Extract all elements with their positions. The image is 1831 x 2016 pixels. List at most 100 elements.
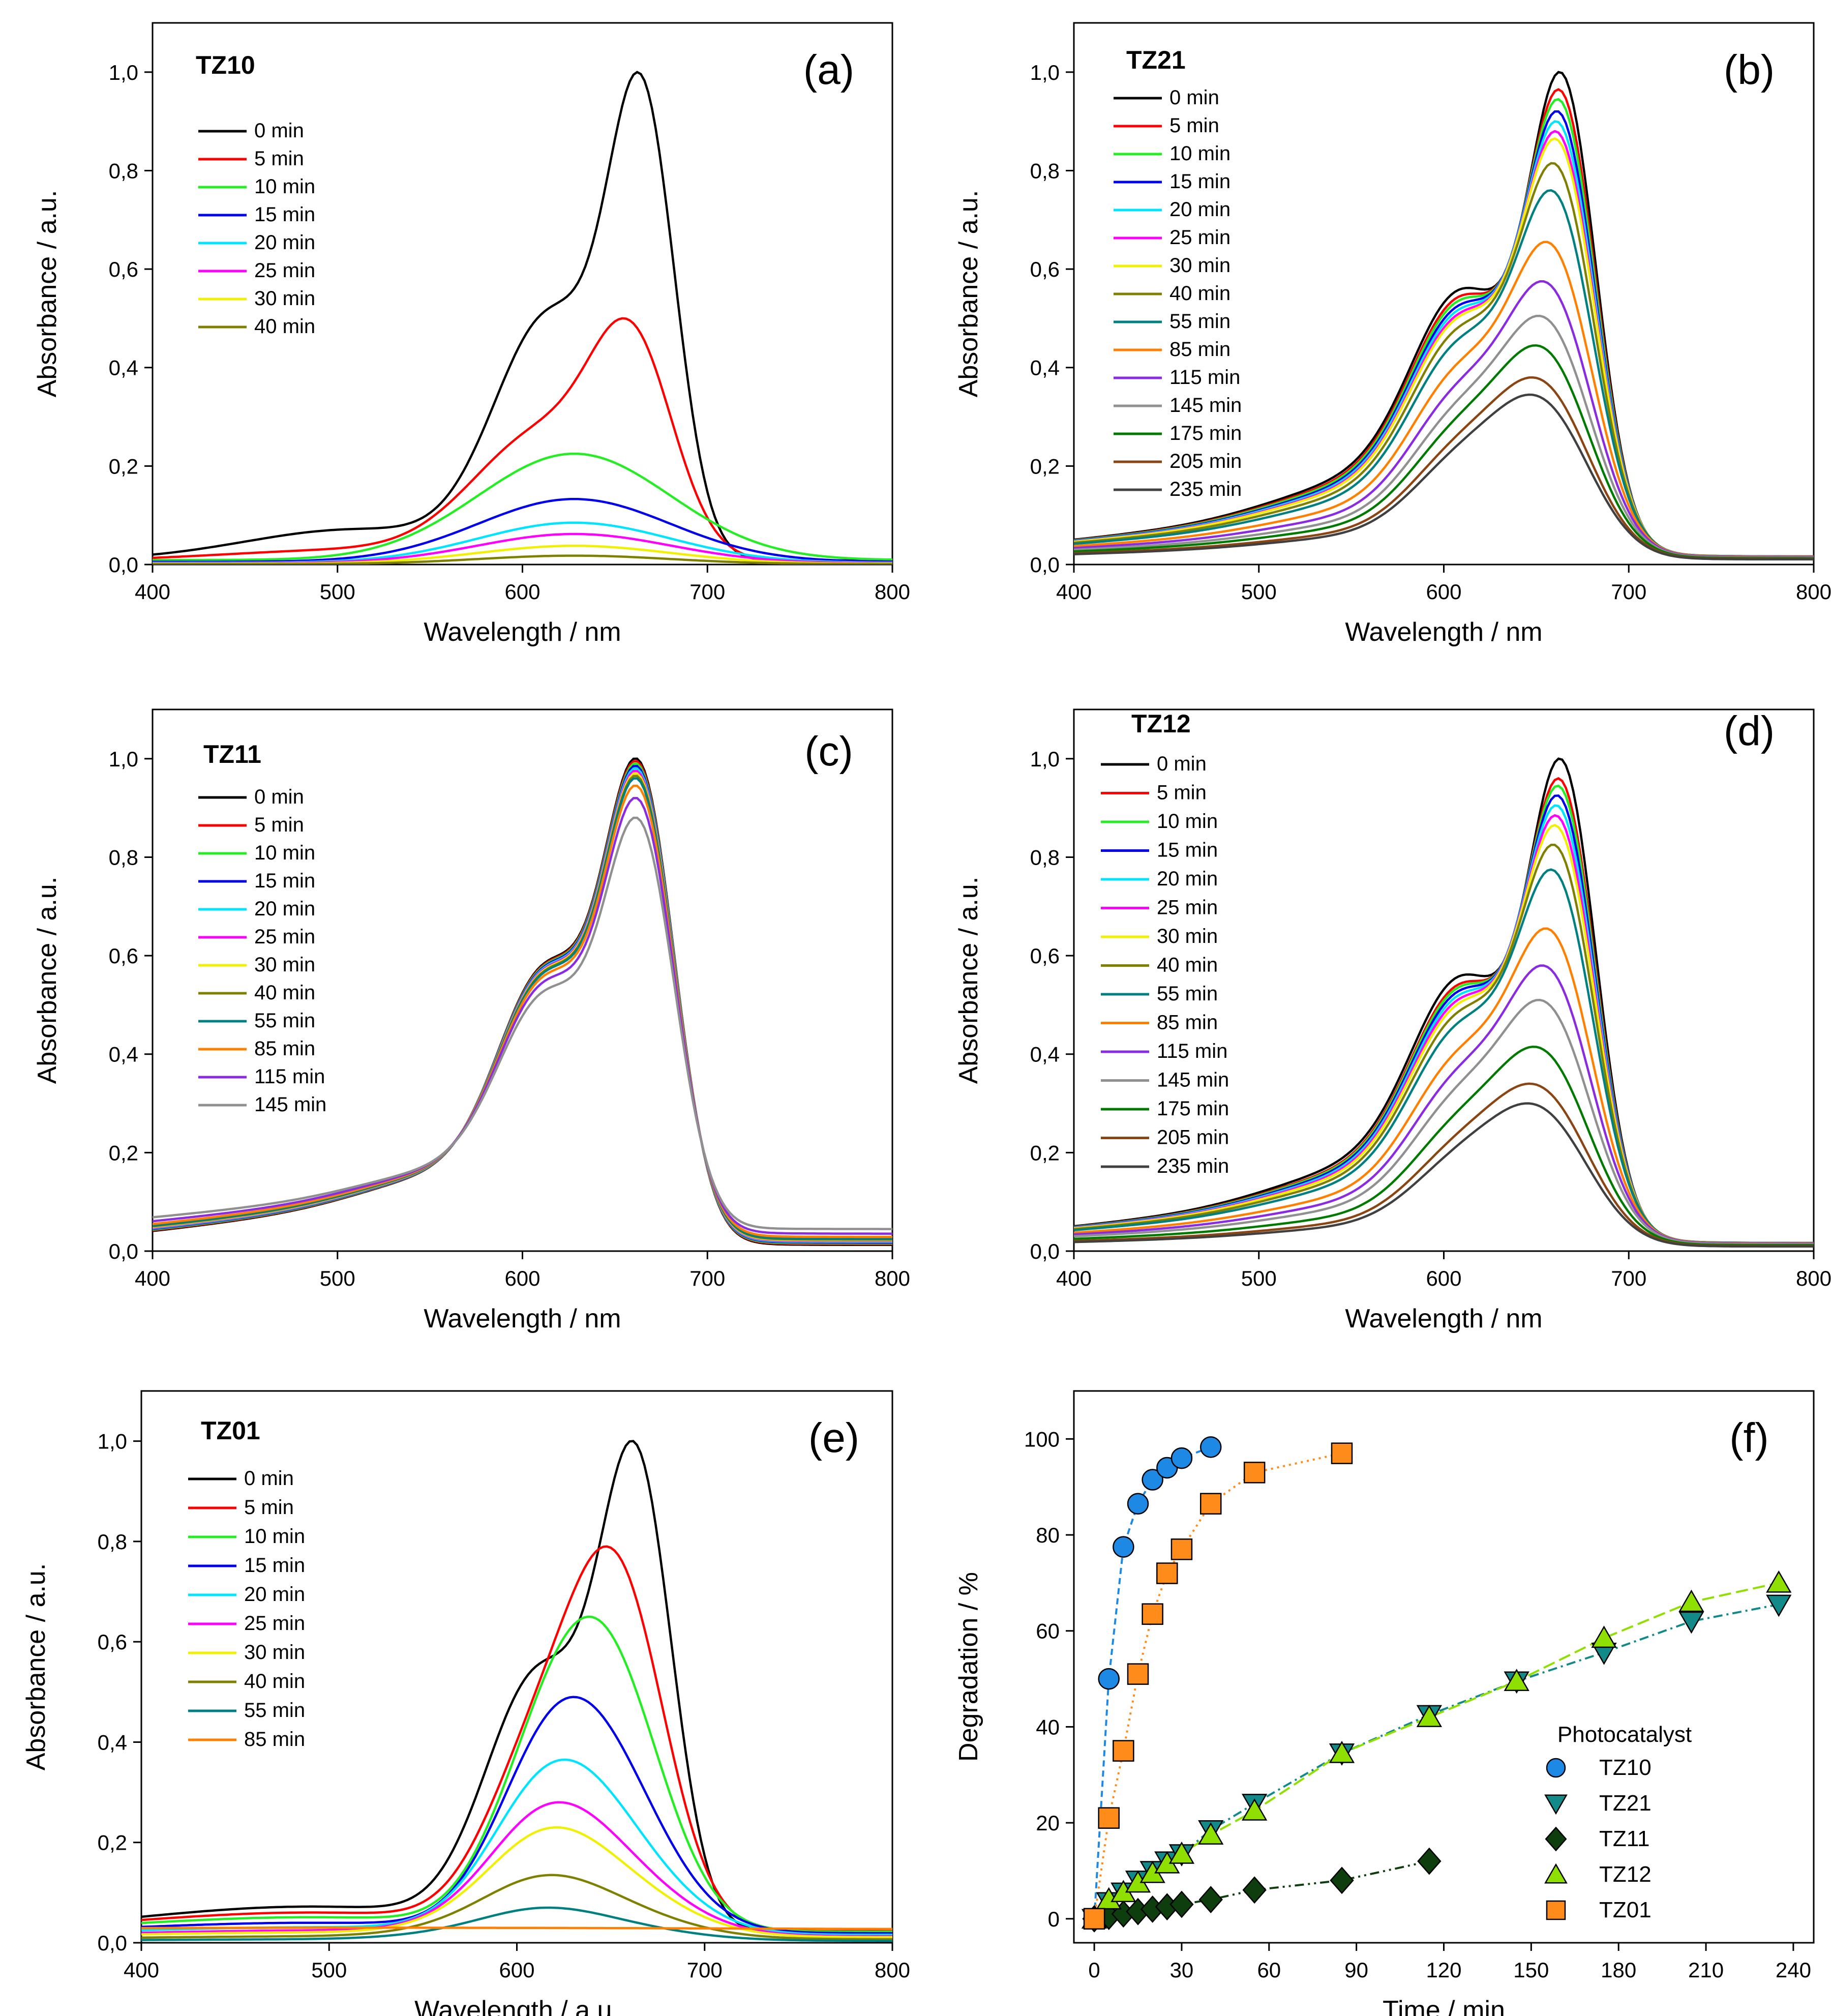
spectrum-line	[153, 797, 892, 1235]
legend-entry: 55 min	[1157, 983, 1218, 1005]
spectra	[1074, 757, 1814, 1248]
panel-e: 400 500 600 700 800 0,0 0,2 0,4 0,6 0,8 1,0 Wavelen…	[21, 1390, 910, 2016]
legend-entry: 25 min	[254, 926, 315, 948]
legend-entry: 55 min	[1169, 310, 1230, 333]
spectrum-line	[141, 1906, 892, 1942]
x-tick-label: 600	[504, 1266, 540, 1290]
legend-entry: TZ10	[1599, 1755, 1652, 1780]
legend-entry: 15 min	[1169, 170, 1230, 193]
legend-entry: 30 min	[244, 1641, 305, 1664]
data-point	[1170, 1538, 1193, 1560]
y-tick-label: 0,0	[1030, 553, 1060, 577]
spectrum-line	[153, 497, 892, 564]
legend-entry: 85 min	[254, 1037, 315, 1060]
data-point	[1198, 1822, 1224, 1845]
legend: 0 min 5 min 10 min 15 min 20 min 25 min 30 min…	[198, 120, 315, 338]
x-tick-label: 700	[1611, 580, 1646, 604]
legend-entry: 30 min	[1169, 254, 1230, 277]
data-point	[1098, 1668, 1120, 1690]
x-axis-label: Wavelength / nm	[424, 617, 621, 647]
data-point	[1170, 1447, 1193, 1469]
y-tick-label: 0,4	[109, 356, 138, 380]
data-point	[1199, 1493, 1222, 1515]
y-tick-label: 0,6	[98, 1630, 127, 1654]
legend-entry: 10 min	[254, 175, 315, 198]
legend-entry: 40 min	[1157, 954, 1218, 976]
legend-entry: TZ11	[1599, 1826, 1649, 1851]
y-tick-label: 40	[1036, 1715, 1060, 1739]
legend-marker	[1546, 1900, 1566, 1920]
legend: 0 min 5 min 10 min 15 min 20 min 25 min 30 min…	[1101, 753, 1229, 1177]
spectrum-line	[1074, 393, 1814, 561]
data-point	[1416, 1705, 1443, 1727]
x-tick-label: 500	[1241, 1266, 1277, 1290]
spectrum-line	[153, 554, 892, 565]
sample-title: TZ01	[201, 1416, 260, 1445]
x-axis-label: Time / min	[1383, 1996, 1505, 2016]
legend-entry: 145 min	[1157, 1069, 1229, 1091]
x-tick-label: 150	[1513, 1958, 1549, 1982]
y-tick-label: 0,4	[98, 1730, 127, 1754]
y-tick-label: 1,0	[1030, 747, 1060, 771]
data-point	[1198, 1886, 1223, 1913]
data-point	[1142, 1469, 1163, 1491]
y-tick-label: 0,4	[1030, 356, 1060, 380]
x-tick-label: 600	[504, 580, 540, 604]
y-tick-label: 100	[1024, 1427, 1060, 1451]
x-tick-label: 800	[875, 1958, 910, 1982]
y-tick-label: 1,0	[1030, 61, 1060, 84]
legend-entry: 0 min	[1169, 86, 1219, 109]
x-tick-label: 210	[1688, 1958, 1724, 1982]
legend-entry: 5 min	[244, 1496, 294, 1519]
x-tick-label: 90	[1344, 1958, 1368, 1982]
x-tick-label: 800	[875, 580, 910, 604]
spectrum-line	[141, 1826, 892, 1939]
x-tick-label: 400	[1056, 1266, 1092, 1290]
y-tick-label: 0	[1048, 1907, 1060, 1931]
legend-entry: 175 min	[1157, 1098, 1229, 1120]
panel-letter: (b)	[1724, 47, 1775, 93]
spectra	[153, 757, 892, 1246]
legend-entry: 0 min	[1157, 753, 1207, 775]
spectra	[153, 71, 892, 565]
legend-entry: 25 min	[1169, 226, 1230, 249]
data-point	[1417, 1847, 1442, 1875]
data-point	[1242, 1876, 1267, 1904]
x-tick-label: 500	[320, 1266, 355, 1290]
sample-title: TZ21	[1126, 46, 1186, 74]
y-axis-label: Absorbance / a.u.	[954, 877, 983, 1084]
legend: Photocatalyst TZ10 TZ21 TZ11 TZ12 TZ01	[1544, 1722, 1692, 1922]
y-axis-label: Degradation / %	[954, 1572, 983, 1762]
x-tick-label: 180	[1601, 1958, 1636, 1982]
legend-marker	[1544, 1863, 1568, 1884]
legend-entry: 5 min	[1169, 114, 1219, 137]
legend-entry: 15 min	[1157, 839, 1218, 862]
legend-entry: 25 min	[244, 1612, 305, 1635]
legend-entry: 5 min	[254, 814, 304, 836]
y-tick-label: 0,2	[109, 1141, 138, 1165]
x-tick-label: 600	[1426, 580, 1461, 604]
legend-entry: 115 min	[1169, 366, 1240, 389]
legend: 0 min 5 min 10 min 15 min 20 min 25 min 30 min…	[188, 1467, 305, 1751]
sample-title: TZ10	[196, 51, 255, 79]
data-point	[1127, 1663, 1149, 1685]
legend-title: Photocatalyst	[1557, 1722, 1692, 1747]
data-point	[1678, 1611, 1704, 1634]
x-tick-label: 0	[1088, 1958, 1100, 1982]
x-axis-label: Wavelength / a.u.	[414, 1996, 619, 2016]
data-point	[1113, 1536, 1134, 1558]
legend-entry: 20 min	[254, 898, 315, 920]
legend: 0 min 5 min 10 min 15 min 20 min 25 min 30 min…	[1114, 86, 1242, 500]
y-tick-label: 0,8	[109, 845, 138, 869]
legend-entry: 40 min	[254, 315, 315, 338]
x-tick-label: 400	[135, 1266, 170, 1290]
spectrum-line	[153, 784, 892, 1238]
legend-entry: 115 min	[1157, 1040, 1227, 1062]
legend-entry: 55 min	[244, 1699, 305, 1722]
legend-entry: 235 min	[1157, 1155, 1229, 1177]
x-tick-label: 120	[1426, 1958, 1461, 1982]
legend-entry: 15 min	[244, 1554, 305, 1577]
legend-entry: 30 min	[1157, 925, 1218, 947]
sample-title: TZ12	[1131, 709, 1191, 738]
